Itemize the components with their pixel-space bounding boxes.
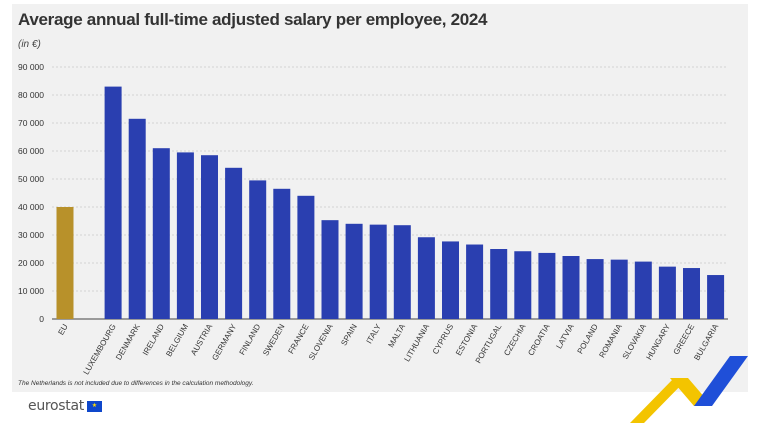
y-tick-label: 10 000 xyxy=(18,286,44,296)
bar-bulgaria xyxy=(707,275,725,319)
x-tick-label: LITHUANIA xyxy=(402,322,431,363)
bar-finland xyxy=(249,180,267,319)
bar-romania xyxy=(610,259,628,319)
bar-estonia xyxy=(466,244,484,319)
x-tick-label: POLAND xyxy=(576,322,600,355)
x-tick-label: CZECHIA xyxy=(502,322,528,357)
y-tick-label: 50 000 xyxy=(18,174,44,184)
bar-lithuania xyxy=(417,237,435,319)
y-tick-label: 90 000 xyxy=(18,62,44,72)
x-tick-label: ROMANIA xyxy=(597,322,624,359)
y-tick-label: 20 000 xyxy=(18,258,44,268)
y-tick-label: 30 000 xyxy=(18,230,44,240)
bar-luxembourg xyxy=(104,86,122,319)
x-tick-label: LUXEMBOURG xyxy=(82,323,118,377)
bar-slovakia xyxy=(634,261,652,319)
bar-france xyxy=(297,195,315,319)
bar-austria xyxy=(201,155,218,319)
x-tick-label: ESTONIA xyxy=(454,322,480,357)
logo-text: eurostat xyxy=(28,398,84,414)
bar-greece xyxy=(683,268,700,319)
eurostat-logo: eurostat ★ xyxy=(28,398,102,414)
x-tick-label: FINLAND xyxy=(238,322,263,356)
x-tick-label: IRELAND xyxy=(141,322,166,357)
bar-sweden xyxy=(273,188,291,319)
y-tick-label: 40 000 xyxy=(18,202,44,212)
unit-note: (in €) xyxy=(18,39,41,50)
x-tick-label: DENMARK xyxy=(114,322,142,362)
x-tick-label: CROATIA xyxy=(526,322,552,357)
x-tick-label: SLOVENIA xyxy=(307,322,335,362)
bar-poland xyxy=(586,259,604,319)
bar-slovenia xyxy=(321,220,339,319)
x-tick-label: FRANCE xyxy=(286,323,310,356)
bar-belgium xyxy=(176,152,194,319)
bar-eu xyxy=(56,207,74,319)
x-tick-label: SWEDEN xyxy=(261,322,286,357)
bar-czechia xyxy=(514,251,532,319)
bar-latvia xyxy=(562,256,580,319)
eu-flag-icon: ★ xyxy=(86,400,102,412)
x-tick-label: GERMANY xyxy=(210,322,238,362)
footnote: The Netherlands is not included due to d… xyxy=(18,380,254,387)
y-tick-label: 0 xyxy=(39,314,44,324)
x-tick-label: BELGIUM xyxy=(164,322,190,358)
decorative-stripes-icon xyxy=(630,356,748,423)
x-tick-label: SPAIN xyxy=(339,322,359,347)
chart-title: Average annual full-time adjusted salary… xyxy=(18,10,488,29)
y-tick-label: 80 000 xyxy=(18,90,44,100)
bar-chart: 0 10 000 20 000 30 000 40 000 50 000 60 000 70 … xyxy=(18,62,728,377)
bar-ireland xyxy=(152,148,170,319)
bar-italy xyxy=(369,224,387,319)
x-tick-label: AUSTRIA xyxy=(189,322,214,357)
bar-cyprus xyxy=(442,241,459,319)
x-tick-label: ITALY xyxy=(365,322,384,345)
y-tick-label: 70 000 xyxy=(18,118,44,128)
x-tick-label: MALTA xyxy=(386,322,407,349)
y-tick-label: 60 000 xyxy=(18,146,44,156)
x-tick-label: LATVIA xyxy=(554,322,576,350)
x-tick-label: EU xyxy=(56,322,69,336)
bar-croatia xyxy=(538,252,556,319)
bar-portugal xyxy=(490,249,508,319)
bar-denmark xyxy=(128,118,146,319)
bar-hungary xyxy=(658,266,676,319)
x-tick-label: CYPRUS xyxy=(431,323,455,356)
bar-spain xyxy=(345,223,363,319)
bar-germany xyxy=(225,167,243,319)
bar-malta xyxy=(393,225,411,319)
